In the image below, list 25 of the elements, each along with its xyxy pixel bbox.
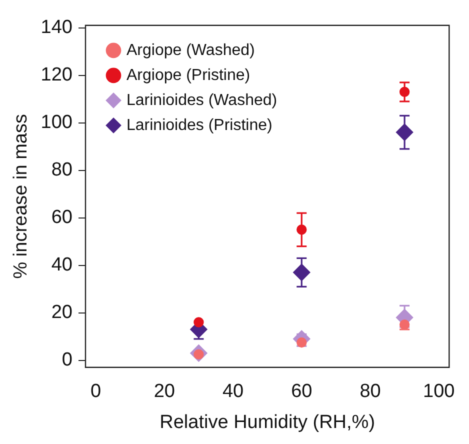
y-tick-label: 0 (62, 350, 72, 371)
y-tick-label: 40 (51, 254, 72, 276)
point (296, 224, 307, 235)
point (194, 317, 204, 328)
legend-label: Larinioides (Washed) (126, 92, 278, 109)
x-tick-label: 60 (291, 381, 312, 402)
legend-label: Larinioides (Pristine) (126, 116, 272, 134)
y-tick-label: 20 (51, 302, 72, 324)
x-tick-label: 20 (154, 381, 175, 402)
point (293, 264, 310, 281)
x-tick-label: 80 (360, 381, 381, 402)
point (396, 124, 414, 141)
legend-label: Argiope (Pristine) (126, 66, 250, 84)
y-tick-label: 60 (51, 207, 72, 228)
legend-label: Argiope (Washed) (126, 42, 255, 59)
y-tick-label: 120 (40, 64, 72, 86)
y-tick-label: 100 (40, 112, 72, 134)
x-axis-title: Relative Humidity (RH,%) (160, 412, 376, 433)
x-tick-label: 0 (90, 381, 102, 402)
x-tick-label: 40 (222, 381, 244, 402)
y-tick-label: 80 (51, 160, 72, 181)
y-axis-title: % increase in mass (10, 114, 32, 279)
y-tick-label: 140 (40, 17, 72, 38)
x-tick-label: 100 (423, 381, 455, 402)
point (399, 86, 410, 97)
